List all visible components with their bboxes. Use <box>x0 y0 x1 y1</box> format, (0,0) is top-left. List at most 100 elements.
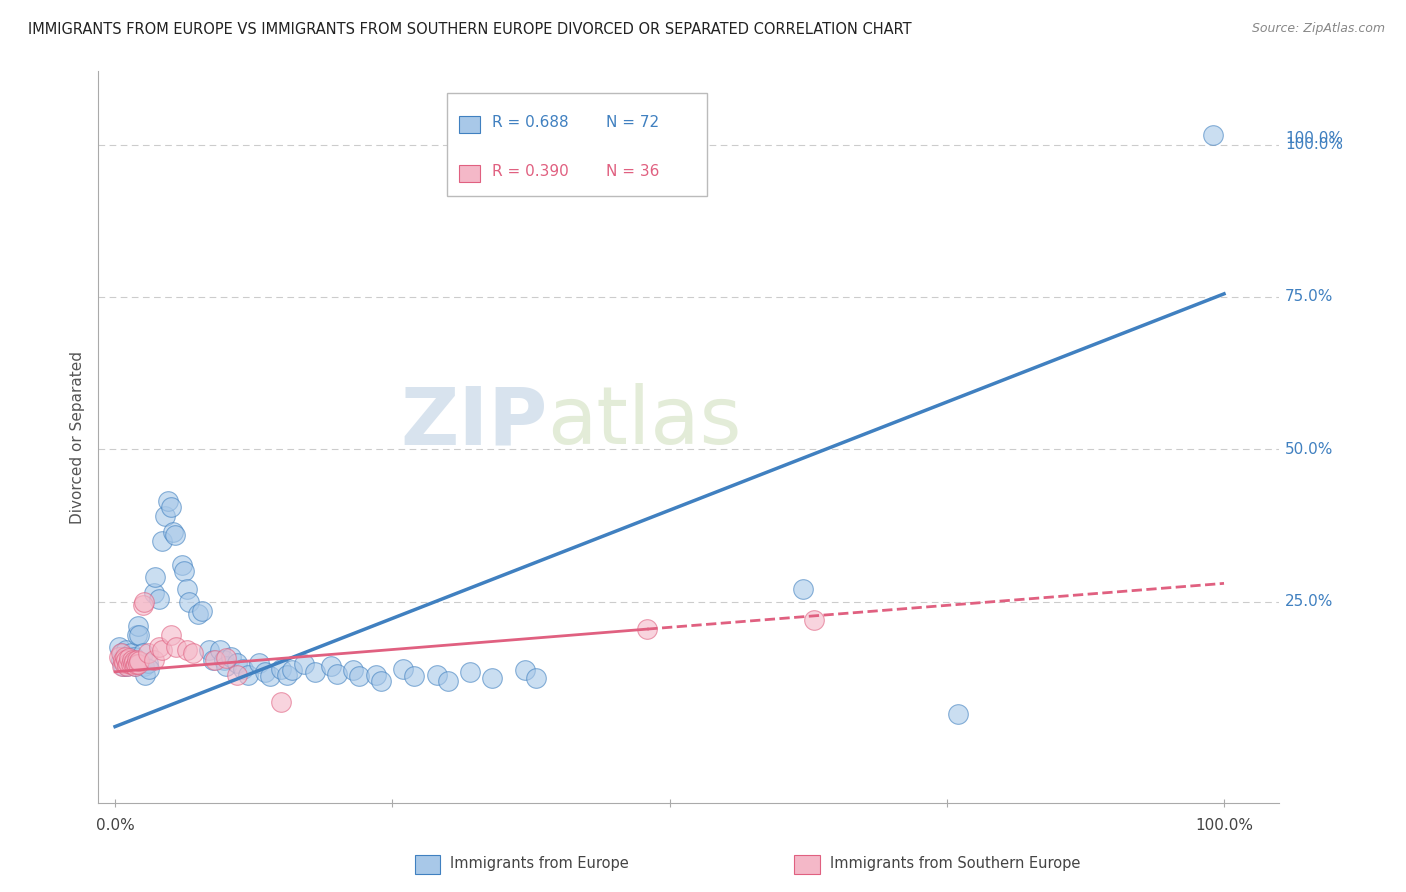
Point <box>115 652 138 666</box>
Point <box>212 652 235 666</box>
Point <box>121 652 143 666</box>
Point <box>157 494 180 508</box>
Point <box>270 662 292 676</box>
Point <box>1202 128 1225 143</box>
Y-axis label: Divorced or Separated: Divorced or Separated <box>69 351 84 524</box>
Point <box>121 652 143 666</box>
Point <box>150 643 173 657</box>
Point <box>132 647 155 661</box>
Point <box>636 622 658 636</box>
Point <box>515 663 537 677</box>
Point <box>221 649 243 664</box>
Point <box>118 650 141 665</box>
Point <box>111 658 134 673</box>
Point <box>792 582 814 597</box>
Point <box>215 658 238 673</box>
Point <box>165 640 187 655</box>
Point <box>110 647 132 661</box>
Point <box>159 628 181 642</box>
Point <box>326 666 349 681</box>
Point <box>112 656 135 670</box>
Point <box>426 667 449 681</box>
Point <box>392 662 415 676</box>
Point <box>150 533 173 548</box>
Point <box>118 652 141 666</box>
Point <box>115 652 138 666</box>
Point <box>142 652 165 666</box>
Point <box>108 640 131 655</box>
Text: Immigrants from Southern Europe: Immigrants from Southern Europe <box>830 856 1080 871</box>
Point <box>128 654 150 668</box>
Point <box>173 564 195 578</box>
Point <box>117 656 139 670</box>
Point <box>215 650 238 665</box>
Point <box>259 669 281 683</box>
Point <box>281 663 304 677</box>
Point <box>138 662 160 676</box>
Point <box>236 667 259 681</box>
Point <box>125 657 148 671</box>
Point <box>117 658 139 673</box>
Point <box>226 656 249 670</box>
Point <box>127 657 149 671</box>
Point <box>153 509 176 524</box>
Point <box>114 656 136 670</box>
Point <box>404 669 426 683</box>
Point <box>124 658 146 673</box>
Text: 50.0%: 50.0% <box>1285 442 1333 457</box>
Point <box>136 647 159 661</box>
FancyBboxPatch shape <box>447 94 707 195</box>
Point <box>253 665 276 679</box>
Point <box>198 643 221 657</box>
Point <box>114 649 136 664</box>
Point <box>458 665 481 679</box>
Text: IMMIGRANTS FROM EUROPE VS IMMIGRANTS FROM SOUTHERN EUROPE DIVORCED OR SEPARATED : IMMIGRANTS FROM EUROPE VS IMMIGRANTS FRO… <box>28 22 911 37</box>
Point <box>148 591 170 606</box>
Point <box>176 582 198 597</box>
Point <box>321 658 343 673</box>
Point <box>226 667 249 681</box>
Point <box>436 673 458 688</box>
Point <box>176 643 198 657</box>
Text: Source: ZipAtlas.com: Source: ZipAtlas.com <box>1251 22 1385 36</box>
Point <box>120 657 142 671</box>
Point <box>128 628 150 642</box>
Point <box>132 598 155 612</box>
Point <box>127 652 149 666</box>
Point <box>117 649 139 664</box>
Text: 25.0%: 25.0% <box>1285 594 1333 609</box>
Point <box>181 647 204 661</box>
Point <box>232 662 254 676</box>
Text: 100.0%: 100.0% <box>1195 818 1253 833</box>
FancyBboxPatch shape <box>458 116 479 133</box>
Point <box>111 652 134 666</box>
Point <box>481 671 503 685</box>
Point <box>136 656 159 670</box>
Point <box>247 656 270 670</box>
Point <box>148 640 170 655</box>
Point <box>204 652 226 666</box>
Point <box>122 654 145 668</box>
Point <box>159 500 181 515</box>
Point <box>134 667 156 681</box>
Point <box>121 656 143 670</box>
Point <box>170 558 193 573</box>
Text: R = 0.390: R = 0.390 <box>492 164 568 179</box>
FancyBboxPatch shape <box>458 165 479 182</box>
Text: 100.0%: 100.0% <box>1285 137 1343 152</box>
Point <box>111 658 134 673</box>
Point <box>270 695 292 709</box>
Point <box>121 657 143 671</box>
Point <box>201 652 224 666</box>
Point <box>132 658 155 673</box>
Point <box>115 643 138 657</box>
Point <box>127 619 149 633</box>
Text: N = 36: N = 36 <box>606 164 659 179</box>
Point <box>179 594 201 608</box>
Text: ZIP: ZIP <box>399 384 547 461</box>
Point <box>122 649 145 664</box>
Point <box>187 607 209 621</box>
Point <box>132 594 155 608</box>
Point <box>364 667 387 681</box>
Point <box>117 658 139 673</box>
